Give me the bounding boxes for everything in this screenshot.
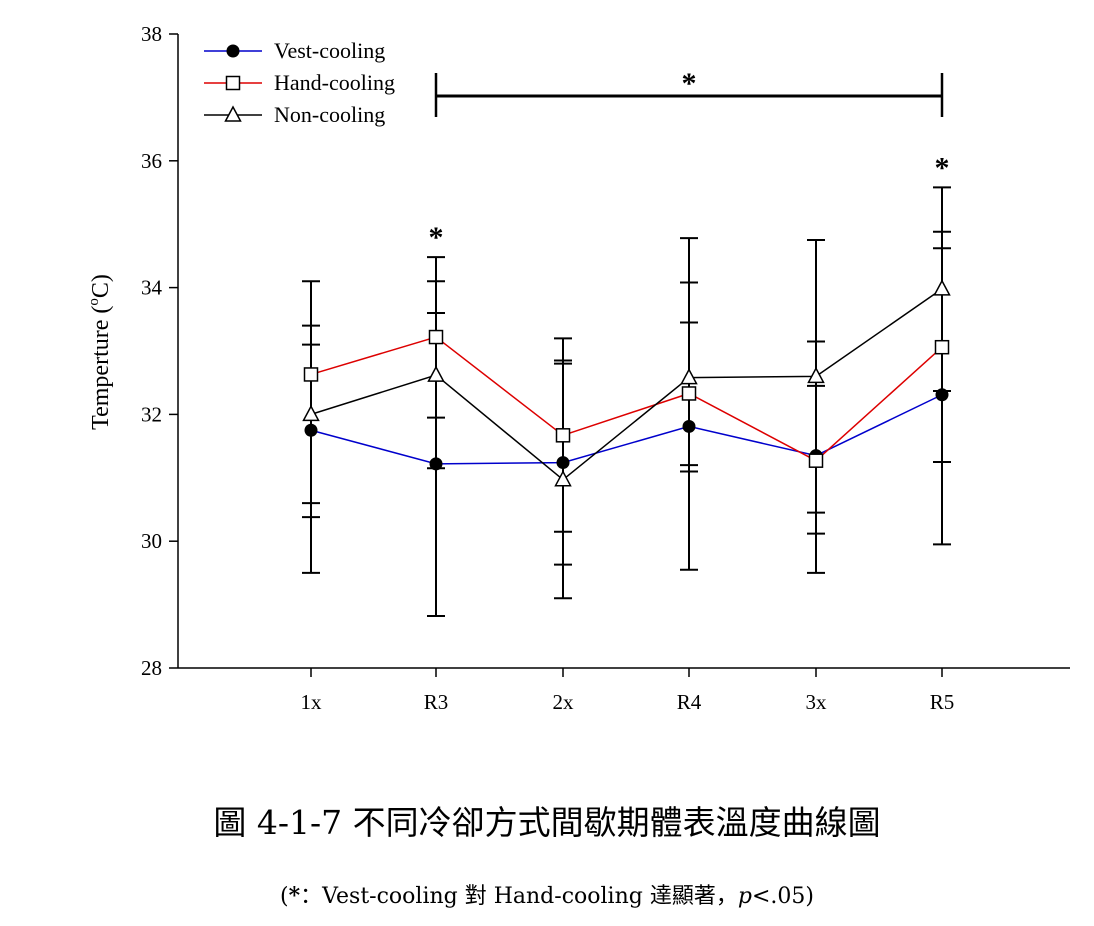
x-tick-label: 3x bbox=[806, 690, 828, 714]
circle-marker bbox=[935, 388, 949, 402]
note-p: p bbox=[737, 884, 752, 909]
circle-marker bbox=[429, 457, 443, 471]
note-open: ( bbox=[280, 884, 289, 909]
triangle-marker bbox=[680, 368, 698, 385]
figure-caption: 圖 4-1-7 不同冷卻方式間歇期體表溫度曲線圖 bbox=[213, 803, 881, 842]
series-lines bbox=[310, 288, 943, 481]
y-tick-label: 34 bbox=[141, 276, 163, 300]
y-axis-label-unit: C) bbox=[88, 274, 114, 298]
circle-marker bbox=[556, 456, 570, 470]
error-bars bbox=[302, 186, 951, 618]
series-line bbox=[310, 288, 943, 481]
x-tick-label: 2x bbox=[553, 690, 575, 714]
circle-marker bbox=[682, 419, 696, 433]
square-marker bbox=[681, 386, 697, 401]
square-marker bbox=[808, 453, 824, 468]
triangle-marker bbox=[302, 404, 320, 422]
y-axis-label-superscript: o bbox=[86, 298, 102, 306]
chart-axes: 28 30 32 34 36 38 1x R3 2x R4 3x R5 Temperture (oC) bbox=[86, 22, 1070, 714]
significance-star: * bbox=[935, 151, 950, 184]
circle-marker bbox=[304, 423, 318, 437]
triangle-marker bbox=[224, 105, 242, 122]
square-marker bbox=[428, 329, 444, 345]
note-text: ：Vest-cooling 對 Hand-cooling 達顯著， bbox=[300, 884, 738, 909]
significance-note: (*：Vest-cooling 對 Hand-cooling 達顯著，p<.05… bbox=[0, 878, 1094, 910]
series-line bbox=[310, 394, 943, 465]
square-marker bbox=[225, 75, 241, 91]
series-line bbox=[310, 336, 943, 462]
data-point-markers bbox=[302, 279, 951, 487]
significance-star: * bbox=[429, 221, 444, 254]
legend-label: Vest-cooling bbox=[274, 38, 385, 63]
triangle-marker bbox=[427, 365, 445, 382]
y-axis-label-main: Temperture ( bbox=[88, 306, 114, 430]
circle-marker bbox=[226, 44, 240, 58]
note-star: * bbox=[288, 883, 301, 909]
square-marker bbox=[303, 367, 319, 382]
y-axis-label: Temperture (oC) bbox=[86, 274, 114, 430]
square-marker bbox=[555, 428, 571, 443]
triangle-marker bbox=[554, 470, 572, 487]
bracket-star: * bbox=[682, 67, 697, 100]
note-tail: <.05) bbox=[751, 884, 814, 909]
legend-label: Non-cooling bbox=[274, 102, 385, 127]
y-tick-label: 38 bbox=[141, 22, 162, 46]
x-tick-label: R3 bbox=[424, 690, 449, 714]
significance-annotations: * * * bbox=[429, 67, 950, 254]
triangle-marker bbox=[807, 366, 825, 384]
y-tick-label: 30 bbox=[141, 529, 162, 553]
y-tick-label: 28 bbox=[141, 656, 162, 680]
x-tick-label: 1x bbox=[301, 690, 323, 714]
triangle-marker bbox=[933, 279, 951, 296]
y-tick-label: 32 bbox=[141, 402, 162, 426]
square-marker bbox=[934, 339, 950, 355]
legend: Vest-cooling Hand-cooling Non-cooling bbox=[204, 38, 395, 127]
x-tick-label: R4 bbox=[677, 690, 702, 714]
legend-label: Hand-cooling bbox=[274, 70, 395, 95]
x-tick-label: R5 bbox=[930, 690, 955, 714]
y-tick-label: 36 bbox=[141, 149, 162, 173]
